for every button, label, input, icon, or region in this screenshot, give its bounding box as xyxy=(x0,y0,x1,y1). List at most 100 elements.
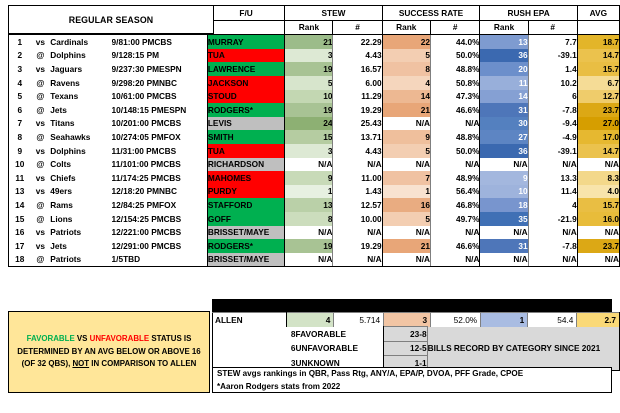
regular-season-title: REGULAR SEASON xyxy=(8,5,214,34)
cell-stew-value: 12.57 xyxy=(332,198,383,212)
cell-success-value: 48.9% xyxy=(429,171,481,185)
cell-success-rank: N/A xyxy=(381,225,432,240)
table-row[interactable]: 1 vs Cardinals 9/81:00 PMCBS MURRAY 21 22.29 22… xyxy=(7,34,620,49)
cell-rushepa-rank: 10 xyxy=(479,184,529,199)
cell-week-number: 8 xyxy=(7,130,31,144)
cell-home-away: @ xyxy=(36,159,45,170)
table-row[interactable]: 16 vs Patriots 12/221:00 PMCBS BRISSET/MAYE N… xyxy=(7,225,620,240)
table-row[interactable]: 11 vs Chiefs 11/174:25 PMCBS MAHOMES 9 11.00 7 4… xyxy=(7,171,620,185)
cell-success-value: 47.3% xyxy=(429,89,481,104)
table-row[interactable]: 14 @ Rams 12/84:25 PMFOX STAFFORD 13 12.57 16 46… xyxy=(7,198,620,212)
table-row[interactable]: 6 @ Jets 10/148:15 PMESPN RODGERS* 19 19.29 21 4… xyxy=(7,103,620,117)
status-legend-text: FAVORABLE VS UNFAVORABLE STATUS IS DETER… xyxy=(14,333,204,371)
cell-home-away: vs xyxy=(35,227,46,238)
cell-opponent: Dolphins xyxy=(50,50,86,61)
cell-opponent: Cardinals xyxy=(50,34,112,49)
cell-rushepa-rank: N/A xyxy=(479,252,529,268)
cell-week-number: 3 xyxy=(7,62,31,76)
cell-rushepa-value: -9.4 xyxy=(527,116,578,131)
cell-opponent: Texans xyxy=(50,91,79,102)
cell-stew-rank: 19 xyxy=(284,103,334,117)
cell-week-number: 5 xyxy=(7,89,31,104)
cell-avg: 14.7 xyxy=(576,48,620,63)
table-row[interactable]: 18 @ Patriots 1/5TBD BRISSET/MAYE N/A N/A N/A N/… xyxy=(7,252,620,268)
cell-week-number: 1 xyxy=(7,34,31,49)
cell-opponent: Titans xyxy=(50,118,75,129)
summary-row: 8 FAVORABLE 23-8 xyxy=(211,326,620,342)
legend-not: NOT xyxy=(72,359,90,369)
allen-avg: 2.7 xyxy=(576,312,620,328)
table-row[interactable]: 8 @ Seahawks 10/274:05 PMFOX SMITH 15 13.71 9 48… xyxy=(7,130,620,144)
cell-success-rank: 21 xyxy=(381,103,432,117)
cell-success-value: N/A xyxy=(429,157,481,172)
cell-rushepa-rank: N/A xyxy=(479,157,529,172)
cell-stew-value: 6.00 xyxy=(332,75,383,90)
table-row[interactable]: 5 @ Texans 10/61:00 PMCBS STOUD 10 11.29 14 47.3… xyxy=(7,89,620,104)
summary-count: 6 xyxy=(274,341,296,356)
cell-opposing-qb: PURDY xyxy=(206,184,286,199)
cell-opposing-qb: TUA xyxy=(206,48,286,63)
cell-rushepa-value: -7.8 xyxy=(527,239,578,253)
cell-week-number: 13 xyxy=(7,184,31,199)
cell-rushepa-rank: 13 xyxy=(479,34,529,49)
cell-rushepa-value: 11.4 xyxy=(527,184,578,199)
cell-rushepa-rank: 30 xyxy=(479,116,529,131)
cell-opponent: Rams xyxy=(50,199,73,210)
summary-label: UNFAVORABLE xyxy=(295,341,385,356)
cell-opposing-qb: RICHARDSON xyxy=(206,157,286,172)
cell-home-away: vs xyxy=(35,186,46,197)
cell-stew-rank: 19 xyxy=(284,62,334,76)
cell-week-number: 16 xyxy=(7,225,31,240)
cell-success-rank: 21 xyxy=(381,239,432,253)
matchup-table: F/U STEW SUCCESS RATE RUSH EPA AVG Rank … xyxy=(7,5,620,268)
table-row[interactable]: 15 @ Lions 12/154:25 PMCBS GOFF 8 10.00 5 49.7% 3… xyxy=(7,211,620,226)
cell-rushepa-rank: 11 xyxy=(479,75,529,90)
cell-stew-rank: 13 xyxy=(284,198,334,212)
summary-pad xyxy=(211,326,275,342)
allen-success-rank: 3 xyxy=(383,312,432,328)
cell-success-value: 44.0% xyxy=(429,34,481,49)
sub-avg-blank xyxy=(576,19,620,36)
table-row[interactable]: 4 @ Ravens 9/298:20 PMNBC JACKSON 5 6.00 4 50.8%… xyxy=(7,75,620,90)
cell-opponent: Chiefs xyxy=(50,172,76,183)
table-row[interactable]: 10 @ Colts 11/101:00 PMCBS RICHARDSON N/A N/A N… xyxy=(7,157,620,172)
cell-rushepa-value: 6 xyxy=(527,89,578,104)
cell-success-rank: N/A xyxy=(381,157,432,172)
table-row[interactable]: 7 vs Titans 10/201:00 PMCBS LEVIS 24 25.43 N/A N… xyxy=(7,116,620,131)
cell-success-value: N/A xyxy=(429,252,481,268)
cell-stew-value: N/A xyxy=(332,157,383,172)
cell-rushepa-rank: 27 xyxy=(479,130,529,144)
cell-stew-rank: 24 xyxy=(284,116,334,131)
cell-avg: 15.7 xyxy=(576,198,620,212)
bills-record-note: BILLS RECORD BY CATEGORY SINCE 2021 xyxy=(427,341,620,356)
cell-home-away: @ xyxy=(36,91,45,102)
table-row[interactable]: 13 vs 49ers 12/18:20 PMNBC PURDY 1 1.43 1 56.4% 1… xyxy=(7,184,620,199)
cell-success-rank: 9 xyxy=(381,130,432,144)
allen-row: ALLEN 4 5.714 3 52.0% 1 54.4 2.7 xyxy=(211,312,620,328)
cell-stew-value: 11.00 xyxy=(332,171,383,185)
table-row[interactable]: 2 @ Dolphins 9/128:15 PM TUA 3 4.43 5 50.0% 36 -39… xyxy=(7,48,620,63)
cell-avg: N/A xyxy=(576,157,620,172)
summary-count: 8 xyxy=(274,326,296,342)
summary-label: UNKNOWN xyxy=(295,355,385,371)
table-row[interactable]: 17 vs Jets 12/291:00 PMCBS RODGERS* 19 19.29 21… xyxy=(7,239,620,253)
cell-success-value: 46.8% xyxy=(429,198,481,212)
cell-rushepa-value: -39.1 xyxy=(527,143,578,158)
cell-week-number: 6 xyxy=(7,103,31,117)
cell-stew-value: 16.57 xyxy=(332,62,383,76)
cell-datetime: 9/81:00 PMCBS xyxy=(111,34,208,49)
legend-vs: VS xyxy=(74,334,90,344)
table-row[interactable]: 9 vs Dolphins 11/31:00 PMCBS TUA 3 4.43 5 50.0% 3… xyxy=(7,143,620,158)
cell-rushepa-rank: 18 xyxy=(479,198,529,212)
cell-week-number: 11 xyxy=(7,171,31,185)
cell-success-rank: 1 xyxy=(381,184,432,199)
allen-rushepa-rank: 1 xyxy=(480,312,529,328)
cell-datetime: 11/31:00 PMCBS xyxy=(111,143,208,158)
cell-opposing-qb: SMITH xyxy=(206,130,286,144)
cell-rushepa-value: N/A xyxy=(527,225,578,240)
cell-datetime: 1/5TBD xyxy=(111,252,208,268)
cell-rushepa-rank: 36 xyxy=(479,48,529,63)
table-row[interactable]: 3 vs Jaguars 9/237:30 PMESPN LAWRENCE 19 16.57… xyxy=(7,62,620,76)
cell-success-value: 48.8% xyxy=(429,62,481,76)
cell-home-away: vs xyxy=(30,34,51,49)
